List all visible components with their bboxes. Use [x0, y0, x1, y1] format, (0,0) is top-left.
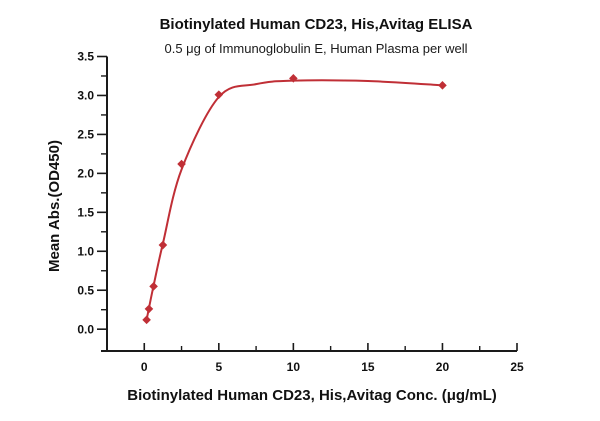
data-point-marker	[144, 304, 154, 314]
y-tick-label: 0.5	[77, 283, 94, 297]
x-tick-label: 25	[510, 360, 524, 374]
data-point-marker	[289, 74, 298, 83]
data-point-marker	[214, 90, 224, 99]
y-tick-label: 2.5	[77, 128, 94, 142]
chart-subtitle: 0.5 μg of Immunoglobulin E, Human Plasma…	[164, 41, 468, 56]
y-tick-label: 3.0	[77, 89, 94, 103]
y-tick-label: 2.0	[77, 167, 94, 181]
y-tick-label: 0.0	[77, 322, 94, 336]
x-tick-label: 5	[215, 360, 222, 374]
y-tick-label: 1.0	[77, 244, 94, 258]
fit-curve	[145, 79, 444, 321]
x-tick-label: 15	[361, 360, 375, 374]
data-point-marker	[142, 315, 151, 325]
y-tick-label: 3.5	[77, 50, 94, 64]
y-tick-label: 1.5	[77, 206, 94, 220]
x-tick-label: 20	[436, 360, 450, 374]
data-point-marker	[438, 81, 447, 90]
x-axis-label: Biotinylated Human CD23, His,Avitag Conc…	[127, 387, 497, 404]
data-point-marker	[177, 159, 186, 169]
x-tick-label: 0	[141, 360, 148, 374]
chart-title: Biotinylated Human CD23, His,Avitag ELIS…	[159, 16, 473, 33]
data-point-marker	[149, 282, 158, 291]
data-point-marker	[158, 240, 168, 250]
x-tick-label: 10	[287, 360, 301, 374]
